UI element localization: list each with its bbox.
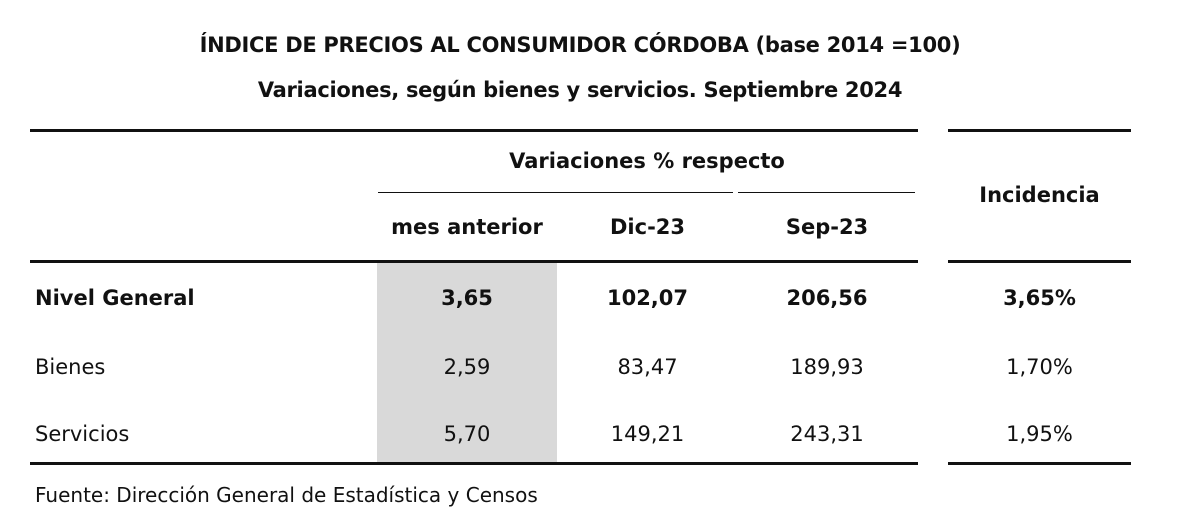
- top-rule-incidence: [948, 129, 1131, 132]
- cell-mes-anterior: 3,65: [441, 286, 493, 310]
- column-header-dic-23: Dic-23: [609, 215, 686, 239]
- source-note: Fuente: Dirección General de Estadística…: [35, 483, 538, 507]
- column-header-incidencia: Incidencia: [979, 183, 1100, 207]
- top-rule-main: [30, 129, 918, 132]
- row-label: Nivel General: [35, 286, 195, 310]
- table-subtitle: Variaciones, según bienes y servicios. S…: [257, 78, 903, 102]
- cell-mes-anterior: 5,70: [443, 422, 491, 446]
- group-header-rule-left: [378, 192, 733, 193]
- header-bottom-rule-main: [30, 260, 918, 263]
- cell-sep-23: 206,56: [786, 286, 868, 310]
- cell-dic-23: 83,47: [617, 355, 678, 379]
- group-header-label: Variaciones % respecto: [509, 149, 785, 173]
- bottom-rule-incidence: [948, 462, 1131, 465]
- cell-dic-23: 149,21: [610, 422, 685, 446]
- cell-dic-23: 102,07: [606, 286, 689, 310]
- column-header-mes-anterior: mes anterior: [391, 215, 543, 239]
- table-title: ÍNDICE DE PRECIOS AL CONSUMIDOR CÓRDOBA …: [199, 33, 961, 57]
- column-header-sep-23: Sep-23: [785, 215, 869, 239]
- cell-incidencia: 1,70%: [1006, 355, 1073, 379]
- cell-mes-anterior: 2,59: [443, 355, 491, 379]
- highlighted-column-background: [377, 262, 557, 462]
- group-header-rule-right: [738, 192, 915, 193]
- cell-sep-23: 243,31: [790, 422, 864, 446]
- row-label: Bienes: [35, 355, 106, 379]
- header-bottom-rule-incidence: [948, 260, 1131, 263]
- cell-sep-23: 189,93: [790, 355, 864, 379]
- cell-incidencia: 1,95%: [1006, 422, 1073, 446]
- row-label: Servicios: [35, 422, 130, 446]
- cell-incidencia: 3,65%: [1003, 286, 1076, 310]
- bottom-rule-main: [30, 462, 918, 465]
